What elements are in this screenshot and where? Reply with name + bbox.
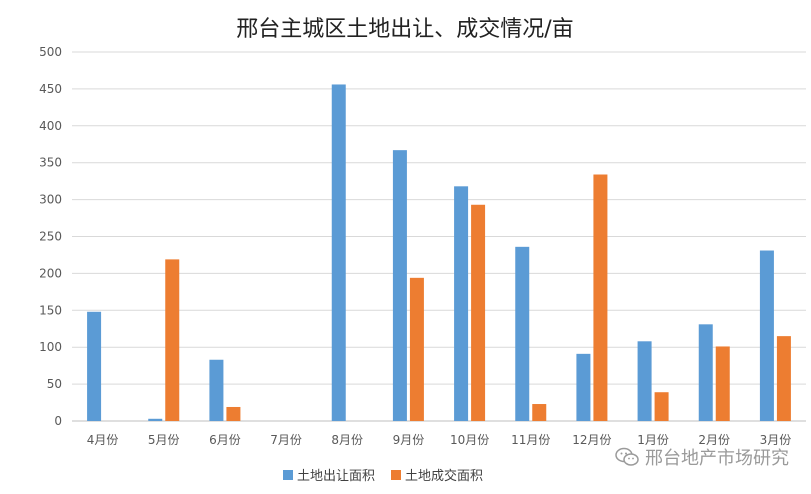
y-tick-label: 0 xyxy=(54,414,62,428)
x-tick-label: 3月份 xyxy=(760,433,792,447)
bar-deal xyxy=(471,204,486,421)
x-tick-label: 9月份 xyxy=(393,433,425,447)
x-tick-label: 12月份 xyxy=(572,433,611,447)
bar-deal xyxy=(409,277,424,421)
bar-deal xyxy=(165,259,180,421)
y-tick-label: 250 xyxy=(39,230,62,244)
x-tick-label: 1月份 xyxy=(637,433,669,447)
bar-deal xyxy=(776,336,791,421)
x-tick-label: 11月份 xyxy=(511,433,550,447)
x-tick-label: 7月份 xyxy=(270,433,302,447)
y-tick-label: 50 xyxy=(47,377,62,391)
y-tick-label: 450 xyxy=(39,82,62,96)
x-tick-label: 8月份 xyxy=(331,433,363,447)
x-tick-label: 5月份 xyxy=(148,433,180,447)
x-tick-label: 6月份 xyxy=(209,433,241,447)
bar-transfer xyxy=(576,353,591,421)
bar-transfer xyxy=(331,84,346,422)
bar-deal xyxy=(593,174,608,421)
x-axis-ticks: 4月份 5月份 6月份 7月份 8月份 9月份 10月份 11月份 12月份 1月份 2月份 3月份 xyxy=(87,433,791,447)
legend-label: 土地成交面积 xyxy=(405,468,483,484)
bar-deal xyxy=(654,392,669,421)
bar-transfer xyxy=(759,250,774,421)
bar-deal xyxy=(226,406,241,421)
bar-transfer xyxy=(454,186,469,421)
bars xyxy=(87,84,791,422)
bar-transfer xyxy=(392,150,407,422)
y-tick-label: 300 xyxy=(39,193,62,207)
bar-deal xyxy=(532,404,547,421)
legend-label: 土地出让面积 xyxy=(297,469,375,484)
legend: 土地出让面积 土地成交面积 xyxy=(283,468,483,484)
watermark-text: 邢台地产市场研究 xyxy=(645,448,789,469)
bar-transfer xyxy=(87,311,102,421)
bar-transfer xyxy=(209,359,224,421)
y-axis-ticks: 0 50 100 150 200 250 300 350 400 450 500 xyxy=(39,45,62,428)
watermark: 邢台地产市场研究 xyxy=(615,444,789,470)
bar-transfer xyxy=(637,341,652,421)
y-tick-label: 100 xyxy=(39,340,62,354)
y-tick-label: 350 xyxy=(39,156,62,170)
gridlines xyxy=(72,51,806,422)
wechat-icon xyxy=(615,447,639,466)
y-tick-label: 400 xyxy=(39,119,62,133)
legend-swatch xyxy=(283,470,293,480)
bar-transfer xyxy=(148,418,163,421)
x-tick-label: 4月份 xyxy=(87,433,119,447)
bar-transfer xyxy=(515,246,530,421)
y-tick-label: 200 xyxy=(39,266,62,280)
bar-deal xyxy=(715,346,730,421)
x-tick-label: 10月份 xyxy=(450,433,489,447)
y-tick-label: 500 xyxy=(39,45,62,59)
chart-title: 邢台主城区土地出让、成交情况/亩 xyxy=(236,17,573,42)
legend-swatch xyxy=(391,470,401,480)
bar-transfer xyxy=(698,324,713,421)
y-tick-label: 150 xyxy=(39,303,62,317)
x-tick-label: 2月份 xyxy=(698,433,730,447)
